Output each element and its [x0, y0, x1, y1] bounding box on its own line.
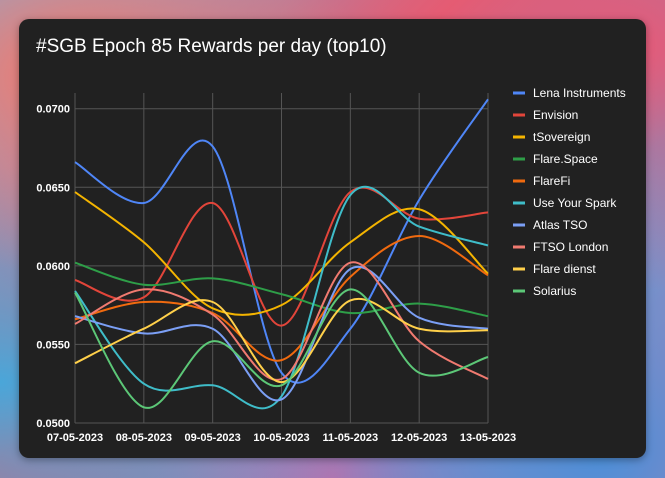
series-line: [74, 265, 489, 402]
legend-swatch: [513, 201, 525, 205]
legend-label: tSovereign: [533, 130, 590, 144]
legend-label: Lena Instruments: [533, 86, 626, 100]
legend-swatch: [513, 223, 525, 227]
legend-swatch: [513, 113, 525, 117]
y-tick-label: 0.0550: [36, 339, 70, 351]
x-tick-label: 08-05-2023: [116, 432, 172, 444]
y-tick-label: 0.0500: [36, 418, 70, 430]
legend-swatch: [513, 267, 525, 271]
x-tick-label: 07-05-2023: [47, 432, 103, 444]
x-tick-label: 13-05-2023: [460, 432, 516, 444]
legend-swatch: [513, 245, 525, 249]
legend-label: Atlas TSO: [533, 218, 587, 232]
x-tick-label: 10-05-2023: [253, 432, 309, 444]
legend-label: Solarius: [533, 284, 576, 298]
series-line: [74, 261, 489, 381]
legend-label: Flare dienst: [533, 262, 596, 276]
series-line: [74, 288, 489, 409]
legend-label: Flare.Space: [533, 152, 598, 166]
legend-swatch: [513, 135, 525, 139]
y-tick-label: 0.0650: [36, 182, 70, 194]
chart-card: #SGB Epoch 85 Rewards per day (top10) 0.…: [19, 19, 646, 458]
y-tick-label: 0.0700: [36, 104, 70, 116]
series-line: [74, 297, 489, 384]
legend-swatch: [513, 157, 525, 161]
series-line: [74, 186, 489, 327]
series-line: [74, 261, 489, 318]
legend-swatch: [513, 289, 525, 293]
line-chart: 0.0500 0.0550 0.0600 0.0650 0.0700 07-05-2023…: [36, 86, 626, 444]
legend-swatch: [513, 91, 525, 95]
chart-title: #SGB Epoch 85 Rewards per day (top10): [36, 36, 387, 57]
legend-label: Use Your Spark: [533, 196, 617, 210]
x-tick-label: 12-05-2023: [391, 432, 447, 444]
series-line: [74, 191, 489, 316]
series-line: [74, 98, 489, 384]
y-tick-label: 0.0600: [36, 261, 70, 273]
series-line: [74, 185, 489, 410]
legend-swatch: [513, 179, 525, 183]
series-line: [74, 234, 489, 362]
legend-label: Envision: [533, 108, 578, 122]
legend-label: FlareFi: [533, 174, 570, 188]
legend-label: FTSO London: [533, 240, 608, 254]
x-tick-label: 11-05-2023: [322, 432, 378, 444]
x-tick-label: 09-05-2023: [185, 432, 241, 444]
